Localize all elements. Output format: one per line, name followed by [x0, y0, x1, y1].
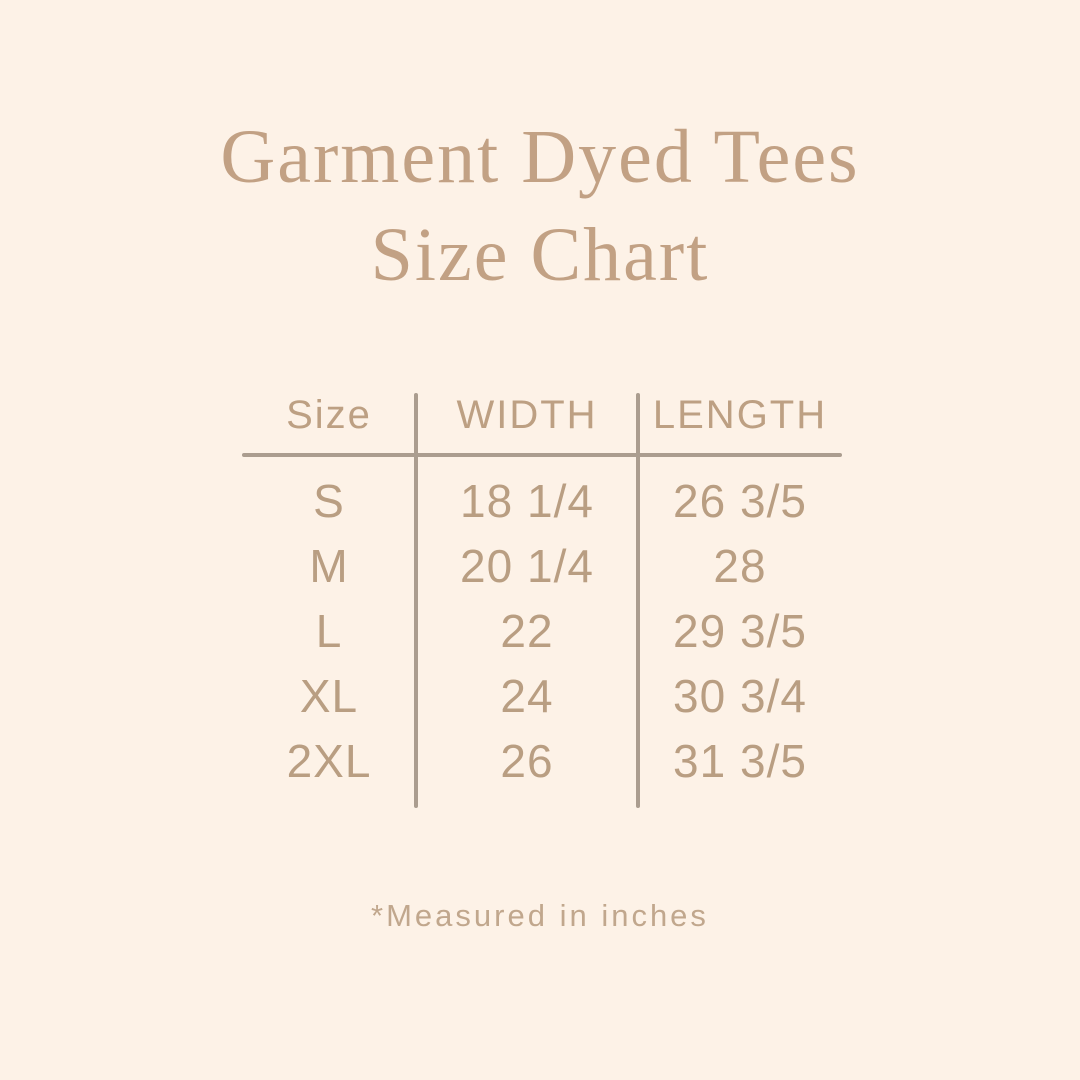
width-value: 18 1/4 — [460, 475, 594, 527]
size-table: Size WIDTH LENGTH S 18 1/4 26 3/5 M 20 1… — [242, 383, 842, 813]
column-header-size: Size — [286, 393, 372, 437]
table-row: XL 24 30 3/4 — [242, 664, 842, 729]
width-value: 20 1/4 — [460, 540, 594, 592]
length-value: 29 3/5 — [673, 605, 807, 657]
table-row: 2XL 26 31 3/5 — [242, 729, 842, 794]
length-value: 31 3/5 — [673, 735, 807, 787]
width-value: 24 — [500, 670, 554, 722]
title-line-2: Size Chart — [370, 213, 710, 297]
width-value: 22 — [500, 605, 554, 657]
size-label: 2XL — [286, 735, 372, 787]
length-value: 30 3/4 — [673, 670, 807, 722]
column-divider-line-1 — [414, 393, 418, 808]
table-row: L 22 29 3/5 — [242, 599, 842, 664]
width-value: 26 — [500, 735, 554, 787]
title-line-1: Garment Dyed Tees — [220, 115, 860, 199]
size-label: M — [309, 540, 349, 592]
size-label: S — [313, 475, 345, 527]
column-divider-line-2 — [636, 393, 640, 808]
length-value: 28 — [713, 540, 767, 592]
table-body: S 18 1/4 26 3/5 M 20 1/4 28 L 22 29 3/5 … — [242, 469, 842, 794]
table-row: M 20 1/4 28 — [242, 534, 842, 599]
size-label: L — [315, 605, 343, 657]
table-row: S 18 1/4 26 3/5 — [242, 469, 842, 534]
length-value: 26 3/5 — [673, 475, 807, 527]
table-header-row: Size WIDTH LENGTH — [242, 383, 842, 447]
header-divider-line — [242, 453, 842, 457]
column-header-length: LENGTH — [652, 393, 828, 437]
column-header-width: WIDTH — [456, 393, 598, 437]
size-label: XL — [299, 670, 359, 722]
measurement-footnote: *Measured in inches — [371, 898, 709, 933]
page-title: Garment Dyed Tees Size Chart — [0, 108, 1080, 304]
